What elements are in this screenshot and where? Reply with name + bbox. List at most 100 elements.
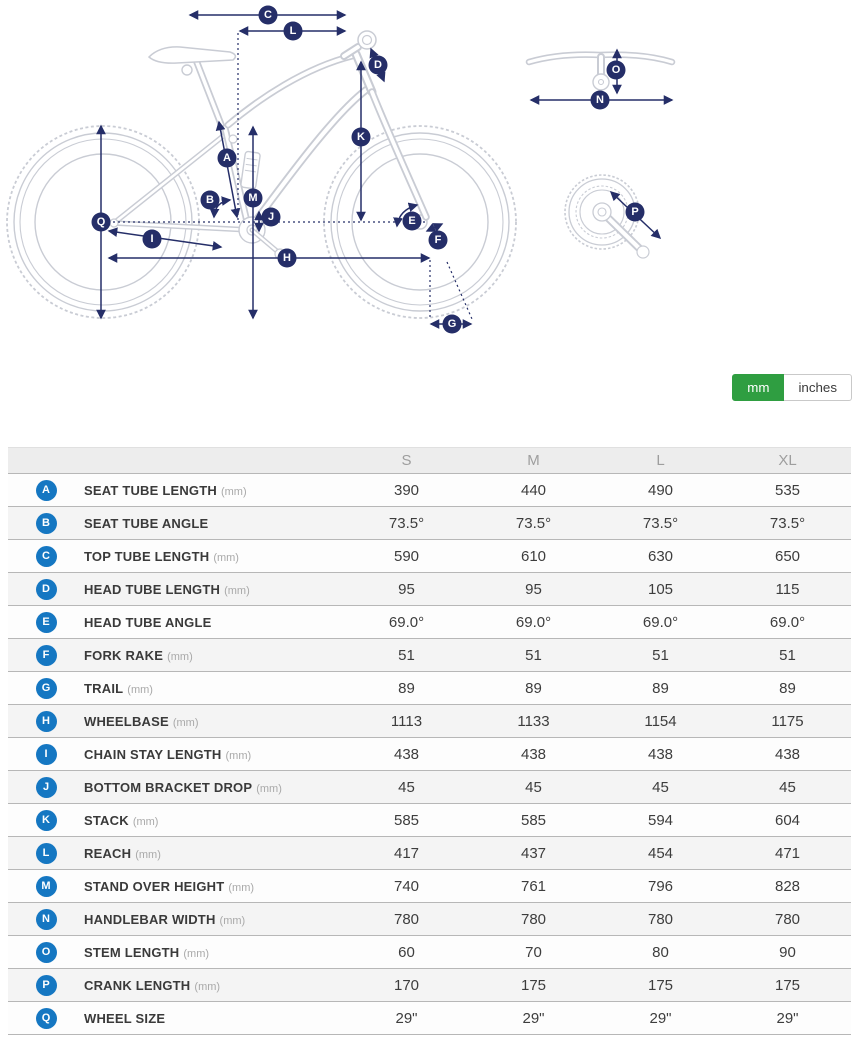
units-inches-button[interactable]: inches	[784, 374, 852, 402]
table-row: H WHEELBASE (mm) 1113 1133 1154 1175	[8, 704, 851, 737]
row-value: 594	[647, 811, 674, 829]
column-header-xl: XL	[778, 452, 797, 469]
geometry-table-body: A SEAT TUBE LENGTH (mm) 390 440 490 535 B SEAT T…	[8, 473, 851, 1034]
svg-text:J: J	[268, 211, 274, 223]
row-badge-cell: D	[8, 578, 84, 600]
row-value: 438	[774, 745, 801, 763]
row-value: 1113	[390, 712, 423, 730]
row-label: TRAIL	[84, 680, 124, 696]
row-badge: O	[35, 941, 57, 963]
row-value: 490	[647, 481, 674, 499]
row-unit: (mm)	[172, 716, 199, 729]
row-value: 1175	[771, 712, 804, 730]
row-value: 604	[774, 811, 801, 829]
diagram-marker-j: J	[261, 207, 281, 227]
row-value: 45	[779, 778, 796, 796]
row-value: 585	[520, 811, 547, 829]
row-value: 29"	[649, 1009, 672, 1027]
row-badge-cell: M	[8, 875, 84, 897]
row-label: STACK	[84, 812, 129, 828]
diagram-marker-f: F	[428, 230, 448, 250]
row-value: 390	[393, 481, 420, 499]
table-row: B SEAT TUBE ANGLE 73.5° 73.5° 73.5° 73.5°	[8, 506, 851, 539]
svg-text:M: M	[248, 192, 257, 204]
row-value: 95	[398, 580, 415, 598]
units-toggle: mm inches	[732, 374, 852, 402]
row-value: 175	[647, 976, 674, 994]
column-header-s: S	[401, 452, 412, 469]
row-value: 590	[393, 547, 420, 565]
row-badge: N	[35, 908, 57, 930]
row-label-cell: WHEELBASE (mm)	[84, 714, 343, 729]
row-value: 60	[398, 943, 415, 961]
geometry-table: S M L XL A SEAT TUBE LENGTH (mm) 390 440 490 5…	[8, 447, 851, 1035]
row-value: 1133	[517, 712, 550, 730]
row-label-cell: HEAD TUBE ANGLE	[84, 615, 343, 630]
row-value: 73.5°	[642, 514, 679, 532]
row-badge-cell: F	[8, 644, 84, 666]
row-badge-cell: A	[8, 479, 84, 501]
row-label: CHAIN STAY LENGTH	[84, 746, 222, 762]
row-value: 51	[779, 646, 796, 664]
row-badge: H	[35, 710, 57, 732]
row-badge-cell: I	[8, 743, 84, 765]
svg-text:B: B	[206, 194, 214, 206]
row-badge-cell: E	[8, 611, 84, 633]
diagram-marker-b: B	[200, 190, 220, 210]
row-unit: (mm)	[135, 848, 161, 861]
svg-text:H: H	[283, 252, 291, 264]
diagram-marker-c: C	[258, 5, 278, 25]
row-value: 761	[520, 877, 547, 895]
row-badge-cell: B	[8, 512, 84, 534]
row-value: 89	[779, 679, 796, 697]
row-value: 438	[393, 745, 420, 763]
table-row: K STACK (mm) 585 585 594 604	[8, 803, 851, 836]
row-badge: J	[35, 776, 57, 798]
row-value: 115	[775, 580, 800, 598]
row-value: 437	[520, 844, 547, 862]
row-label: HEAD TUBE LENGTH	[84, 581, 221, 597]
row-label: REACH	[84, 845, 132, 861]
row-unit: (mm)	[132, 815, 159, 828]
row-value: 471	[774, 844, 801, 862]
row-label-cell: HEAD TUBE LENGTH (mm)	[84, 582, 343, 597]
row-badge-cell: G	[8, 677, 84, 699]
row-label-cell: TOP TUBE LENGTH (mm)	[84, 549, 343, 564]
row-label-cell: REACH (mm)	[84, 846, 343, 861]
row-label: WHEELBASE	[84, 713, 169, 729]
svg-text:A: A	[223, 152, 231, 164]
diagram-marker-q: Q	[91, 212, 111, 232]
row-label-cell: BOTTOM BRACKET DROP (mm)	[84, 780, 343, 795]
row-badge-cell: J	[8, 776, 84, 798]
row-badge-cell: L	[8, 842, 84, 864]
column-header-m: M	[527, 452, 540, 469]
table-row: L REACH (mm) 417 437 454 471	[8, 836, 851, 869]
row-badge-cell: C	[8, 545, 84, 567]
row-value: 29"	[395, 1009, 418, 1027]
row-badge: B	[35, 512, 57, 534]
row-value: 70	[525, 943, 542, 961]
diagram-marker-p: P	[625, 202, 645, 222]
table-row: O STEM LENGTH (mm) 60 70 80 90	[8, 935, 851, 968]
row-value: 51	[652, 646, 669, 664]
row-label: SEAT TUBE ANGLE	[84, 515, 209, 531]
row-badge: G	[35, 677, 57, 699]
row-label-cell: SEAT TUBE LENGTH (mm)	[84, 483, 343, 498]
row-label: BOTTOM BRACKET DROP	[84, 779, 253, 795]
row-value: 650	[774, 547, 801, 565]
diagram-marker-g: G	[442, 314, 462, 334]
row-value: 51	[398, 646, 415, 664]
row-value: 417	[393, 844, 420, 862]
row-badge-cell: K	[8, 809, 84, 831]
row-value: 45	[652, 778, 669, 796]
row-value: 45	[398, 778, 415, 796]
row-badge: E	[35, 611, 57, 633]
row-value: 95	[525, 580, 542, 598]
row-value: 51	[525, 646, 542, 664]
units-mm-button[interactable]: mm	[732, 374, 785, 402]
row-badge: Q	[35, 1007, 57, 1029]
row-value: 69.0°	[515, 613, 552, 631]
row-badge-cell: P	[8, 974, 84, 996]
row-unit: (mm)	[213, 551, 239, 564]
diagram-marker-a: A	[217, 148, 237, 168]
